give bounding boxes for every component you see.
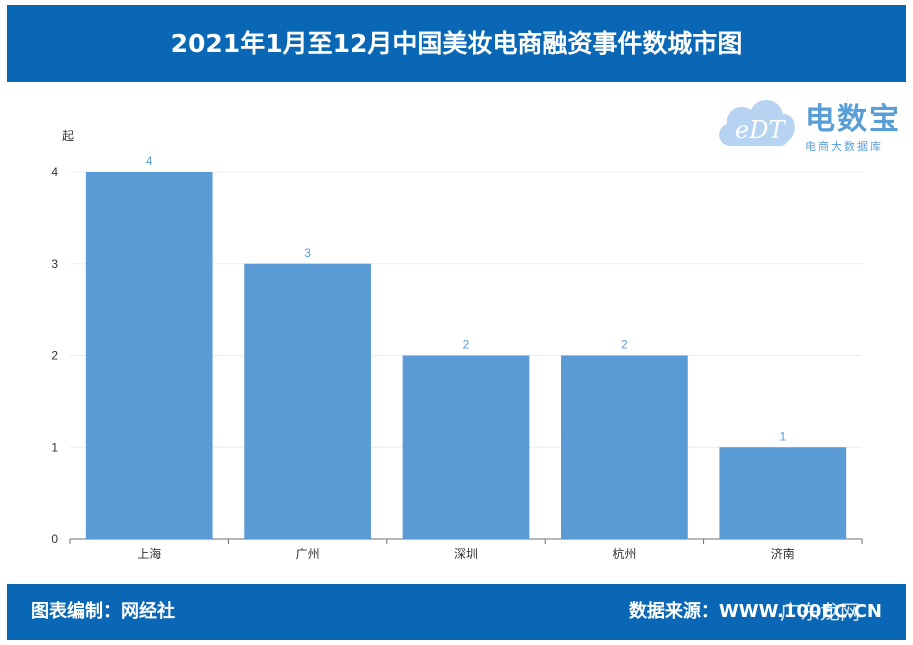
x-tick-label: 广州 bbox=[296, 547, 320, 561]
bar bbox=[85, 172, 213, 539]
bar bbox=[244, 263, 371, 539]
y-tick-label: 3 bbox=[51, 257, 58, 271]
footer-credit: 图表编制：网经社 bbox=[31, 601, 175, 622]
bars bbox=[85, 172, 847, 539]
logo-subtitle: 电商大数据库 bbox=[805, 140, 883, 153]
bar bbox=[719, 447, 847, 539]
logo: eDT 电数宝 电商大数据库 bbox=[713, 88, 903, 158]
watermark-text: 广东龙网 bbox=[780, 600, 860, 624]
y-tick-label: 2 bbox=[51, 349, 58, 363]
footer-bar: 图表编制：网经社 数据来源：WWW.100EC.CN bbox=[7, 584, 906, 640]
data-label: 4 bbox=[146, 154, 153, 168]
y-tick-label: 1 bbox=[51, 440, 58, 454]
x-tick-label: 济南 bbox=[771, 546, 795, 561]
y-tick-label: 0 bbox=[51, 532, 58, 546]
data-label: 3 bbox=[304, 246, 311, 260]
data-label: 1 bbox=[779, 429, 786, 443]
x-tick-label: 杭州 bbox=[612, 546, 636, 561]
y-tick-label: 4 bbox=[51, 165, 58, 179]
x-tick-label: 上海 bbox=[137, 546, 161, 561]
data-label: 2 bbox=[621, 338, 628, 352]
bar bbox=[402, 355, 530, 539]
y-axis-label: 起 bbox=[62, 129, 74, 143]
x-tick-label: 深圳 bbox=[454, 547, 478, 561]
logo-mark: eDT bbox=[735, 116, 786, 144]
footer-source: 数据来源：WWW.100EC.CN bbox=[628, 601, 882, 622]
logo-name: 电数宝 bbox=[805, 102, 901, 137]
header-bar: 2021年1月至12月中国美妆电商融资事件数城市图 bbox=[7, 5, 906, 82]
cloud-logo-icon: eDT bbox=[719, 99, 795, 146]
chart-title: 2021年1月至12月中国美妆电商融资事件数城市图 bbox=[170, 29, 743, 58]
bar bbox=[561, 355, 688, 539]
data-label: 2 bbox=[463, 338, 470, 352]
labels: 4 3 2 2 1 bbox=[146, 154, 787, 443]
